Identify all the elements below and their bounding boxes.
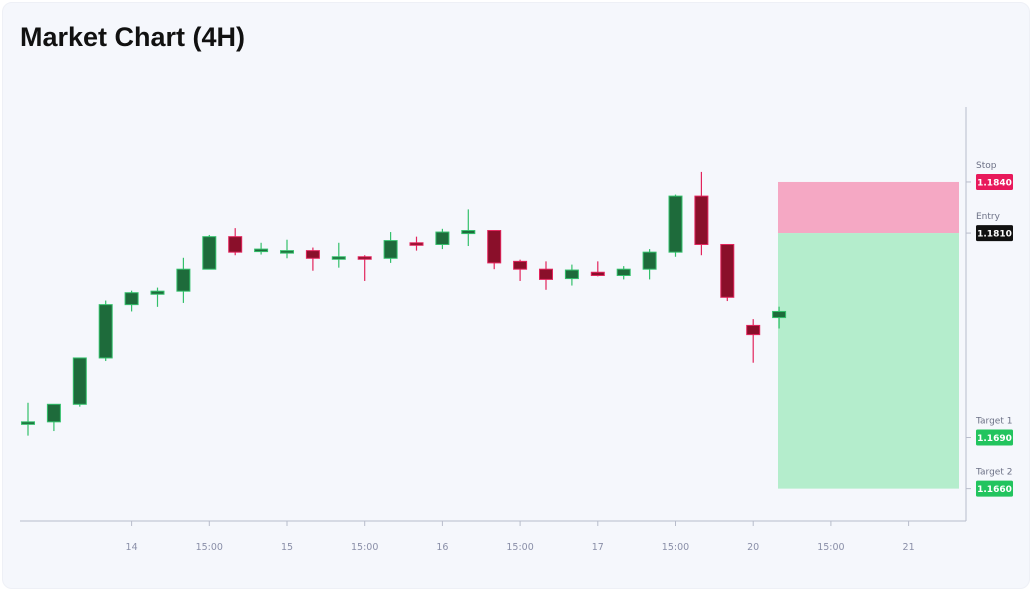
- candle-body: [487, 230, 502, 264]
- level-name: Target 2: [975, 468, 1012, 478]
- x-tick-label: 21: [903, 542, 915, 553]
- risk-zone: [778, 181, 959, 234]
- candle: [642, 249, 657, 280]
- candle-body: [124, 292, 139, 306]
- x-tick-label: 17: [592, 542, 604, 553]
- candle: [21, 402, 35, 436]
- reward-zone: [778, 233, 959, 489]
- level-value: 1.1690: [977, 434, 1012, 444]
- candle-body: [513, 260, 528, 270]
- candle: [150, 287, 165, 307]
- candle-body: [772, 310, 787, 319]
- candle-body: [668, 195, 683, 253]
- candle-body: [590, 271, 605, 276]
- candle: [513, 259, 528, 281]
- candle: [720, 243, 735, 302]
- level-value-badge: [976, 173, 1013, 190]
- candle: [176, 257, 191, 303]
- x-tick-label: 15:00: [817, 542, 844, 553]
- candle-body: [564, 269, 579, 280]
- trade-zones: [778, 181, 959, 489]
- candle: [694, 171, 709, 256]
- candle-body: [616, 268, 631, 276]
- candle-body: [720, 243, 735, 298]
- candle-body: [46, 403, 61, 423]
- x-tick-label: 15:00: [351, 542, 378, 553]
- price-level: Target 2 1.1660: [966, 468, 1013, 497]
- level-value: 1.1840: [977, 178, 1012, 188]
- candle: [564, 264, 579, 286]
- x-tick-label: 15:00: [662, 542, 689, 553]
- candle: [357, 255, 372, 281]
- candle-body: [357, 256, 372, 260]
- level-value: 1.1660: [977, 485, 1012, 495]
- level-name: Target 1: [975, 417, 1012, 427]
- candle: [383, 232, 398, 263]
- candle-body: [461, 230, 476, 235]
- level-name: Entry: [976, 212, 1001, 222]
- x-tick-label: 20: [747, 542, 759, 553]
- level-name: Stop: [976, 161, 997, 171]
- x-tick-label: 14: [126, 542, 138, 553]
- candle-body: [150, 290, 165, 295]
- candle: [772, 306, 787, 329]
- candle-body: [176, 268, 191, 292]
- price-level: Entry 1.1810: [966, 212, 1013, 242]
- x-tick-label: 15: [281, 542, 293, 553]
- candle-body: [21, 421, 35, 425]
- candle-body: [642, 251, 657, 270]
- candle: [72, 357, 87, 407]
- candle-body: [435, 231, 450, 245]
- candle: [305, 247, 320, 271]
- candle-body: [254, 248, 269, 253]
- candle: [254, 242, 269, 255]
- candle-body: [305, 250, 320, 259]
- x-tick-label: 16: [436, 542, 448, 553]
- candle: [539, 261, 553, 290]
- x-tick-label: 15:00: [506, 542, 533, 553]
- candle: [46, 403, 61, 432]
- candle-body: [331, 256, 346, 260]
- candle: [590, 261, 605, 277]
- candle: [202, 234, 217, 270]
- candle: [668, 194, 683, 257]
- x-tick-label: 15:00: [196, 542, 223, 553]
- candle-body: [539, 268, 553, 280]
- candle: [409, 236, 424, 251]
- level-value: 1.1810: [977, 230, 1012, 240]
- axes: 14 15:00 15 15:00 16 15:00 17 15:00 20 15:00 21: [20, 107, 967, 553]
- candle-body: [98, 304, 113, 359]
- candle-body: [72, 357, 87, 405]
- candle: [461, 209, 476, 247]
- candle-body: [746, 324, 761, 336]
- candle: [616, 266, 631, 280]
- candle-body: [202, 236, 217, 270]
- price-level: Target 1 1.1690: [966, 417, 1013, 446]
- chart-title: Market Chart (4H): [20, 22, 246, 52]
- level-value-badge: [976, 429, 1013, 446]
- candle-body: [228, 236, 243, 253]
- candle: [746, 319, 761, 363]
- candle-body: [280, 250, 294, 254]
- candle: [487, 230, 502, 270]
- candle: [280, 239, 294, 259]
- candle: [435, 228, 450, 250]
- level-value-badge: [976, 480, 1013, 497]
- candle: [124, 290, 139, 312]
- candle: [228, 228, 243, 256]
- level-value-badge: [976, 225, 1013, 242]
- candle-body: [409, 242, 424, 246]
- candle-body: [383, 240, 398, 259]
- candles: [21, 171, 787, 436]
- candle-body: [694, 195, 709, 245]
- price-level: Stop 1.1840: [966, 161, 1013, 190]
- candle: [331, 242, 346, 268]
- candle: [98, 300, 113, 362]
